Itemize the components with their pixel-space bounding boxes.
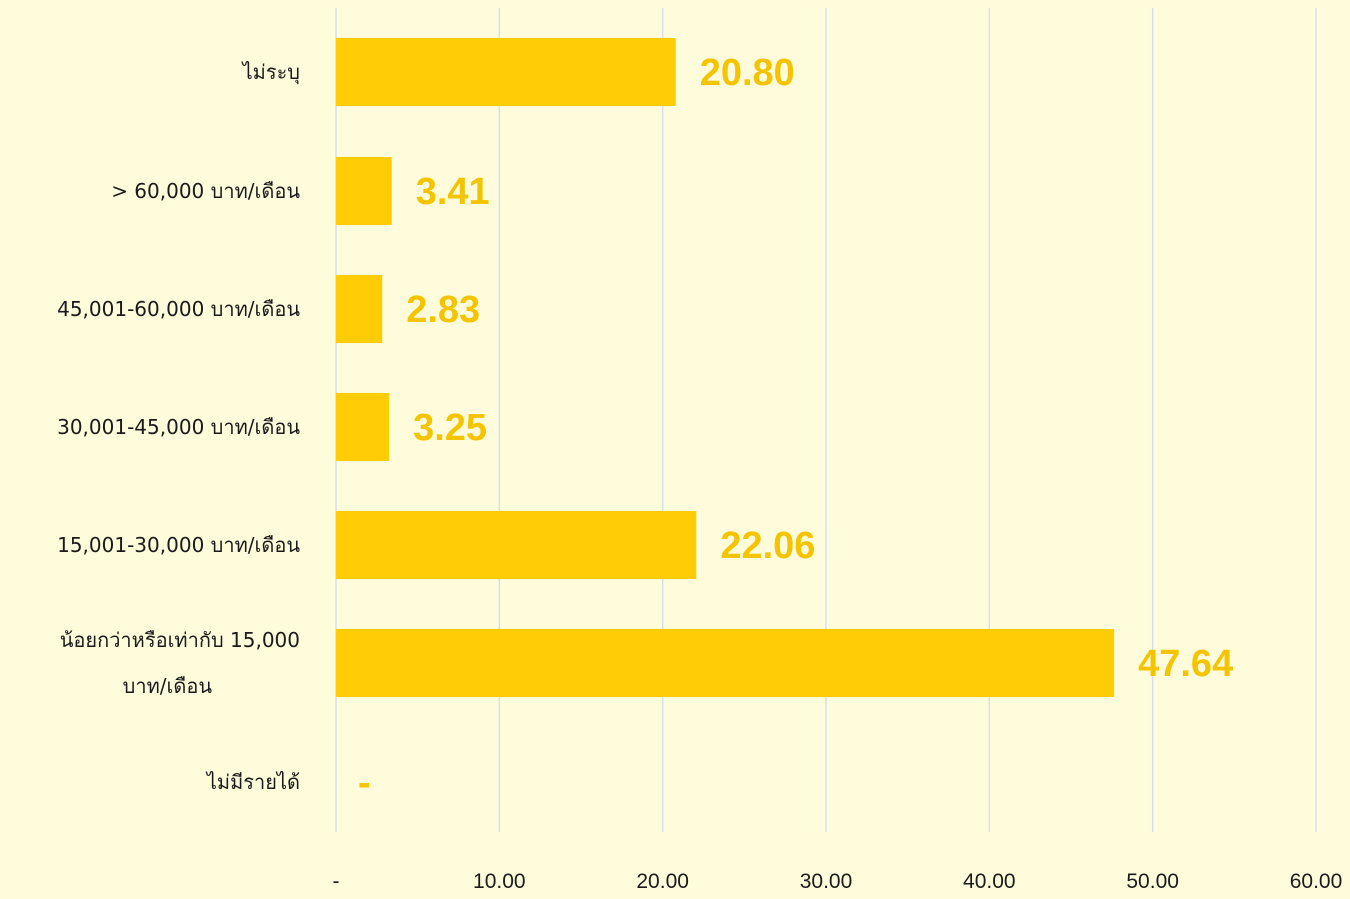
data-label: 22.06: [720, 525, 815, 567]
bar: [336, 157, 392, 225]
category-label: 45,001-60,000 บาท/เดือน: [57, 297, 300, 321]
x-tick-label: 30.00: [800, 870, 853, 893]
x-tick-label: -: [333, 870, 340, 893]
bar: [336, 511, 697, 579]
bar: [336, 629, 1115, 697]
category-label: ไม่มีรายได้: [205, 770, 300, 794]
bar: [336, 275, 383, 343]
category-label: > 60,000 บาท/เดือน: [111, 179, 300, 203]
category-label-line: น้อยกว่าหรือเท่ากับ 15,000: [60, 628, 300, 652]
category-label-line: บาท/เดือน: [123, 674, 213, 698]
gridlines: [335, 8, 1317, 832]
data-label: 3.25: [413, 407, 487, 449]
category-label: 15,001-30,000 บาท/เดือน: [57, 533, 300, 557]
category-labels: ไม่ระบุ > 60,000 บาท/เดือน 45,001-60,000 บ…: [57, 60, 300, 794]
data-label: -: [358, 762, 371, 804]
category-label-line: > 60,000 บาท/เดือน: [111, 179, 300, 203]
category-label-line: ไม่ระบุ: [241, 60, 300, 85]
bar: [336, 38, 676, 106]
data-label: 47.64: [1138, 643, 1233, 685]
category-label: น้อยกว่าหรือเท่ากับ 15,000 บาท/เดือน: [60, 628, 300, 698]
bar: [336, 393, 390, 461]
x-tick-label: 40.00: [963, 870, 1016, 893]
category-label: 30,001-45,000 บาท/เดือน: [57, 415, 300, 439]
data-label: 2.83: [406, 289, 480, 331]
x-tick-labels: - 10.00 20.00 30.00 40.00 50.00 60.00: [333, 870, 1343, 893]
category-label-line: 30,001-45,000 บาท/เดือน: [57, 415, 300, 439]
x-tick-label: 20.00: [636, 870, 689, 893]
x-tick-label: 10.00: [473, 870, 526, 893]
category-label-line: 45,001-60,000 บาท/เดือน: [57, 297, 300, 321]
value-labels: 20.80 3.41 2.83 3.25 22.06 47.64 -: [358, 52, 1233, 804]
category-label-line: ไม่มีรายได้: [205, 770, 300, 794]
category-label-line: 15,001-30,000 บาท/เดือน: [57, 533, 300, 557]
data-label: 3.41: [416, 171, 490, 213]
bars: [336, 38, 1115, 697]
x-tick-label: 50.00: [1126, 870, 1179, 893]
category-label: ไม่ระบุ: [241, 60, 300, 85]
x-tick-label: 60.00: [1290, 870, 1343, 893]
data-label: 20.80: [700, 52, 795, 94]
